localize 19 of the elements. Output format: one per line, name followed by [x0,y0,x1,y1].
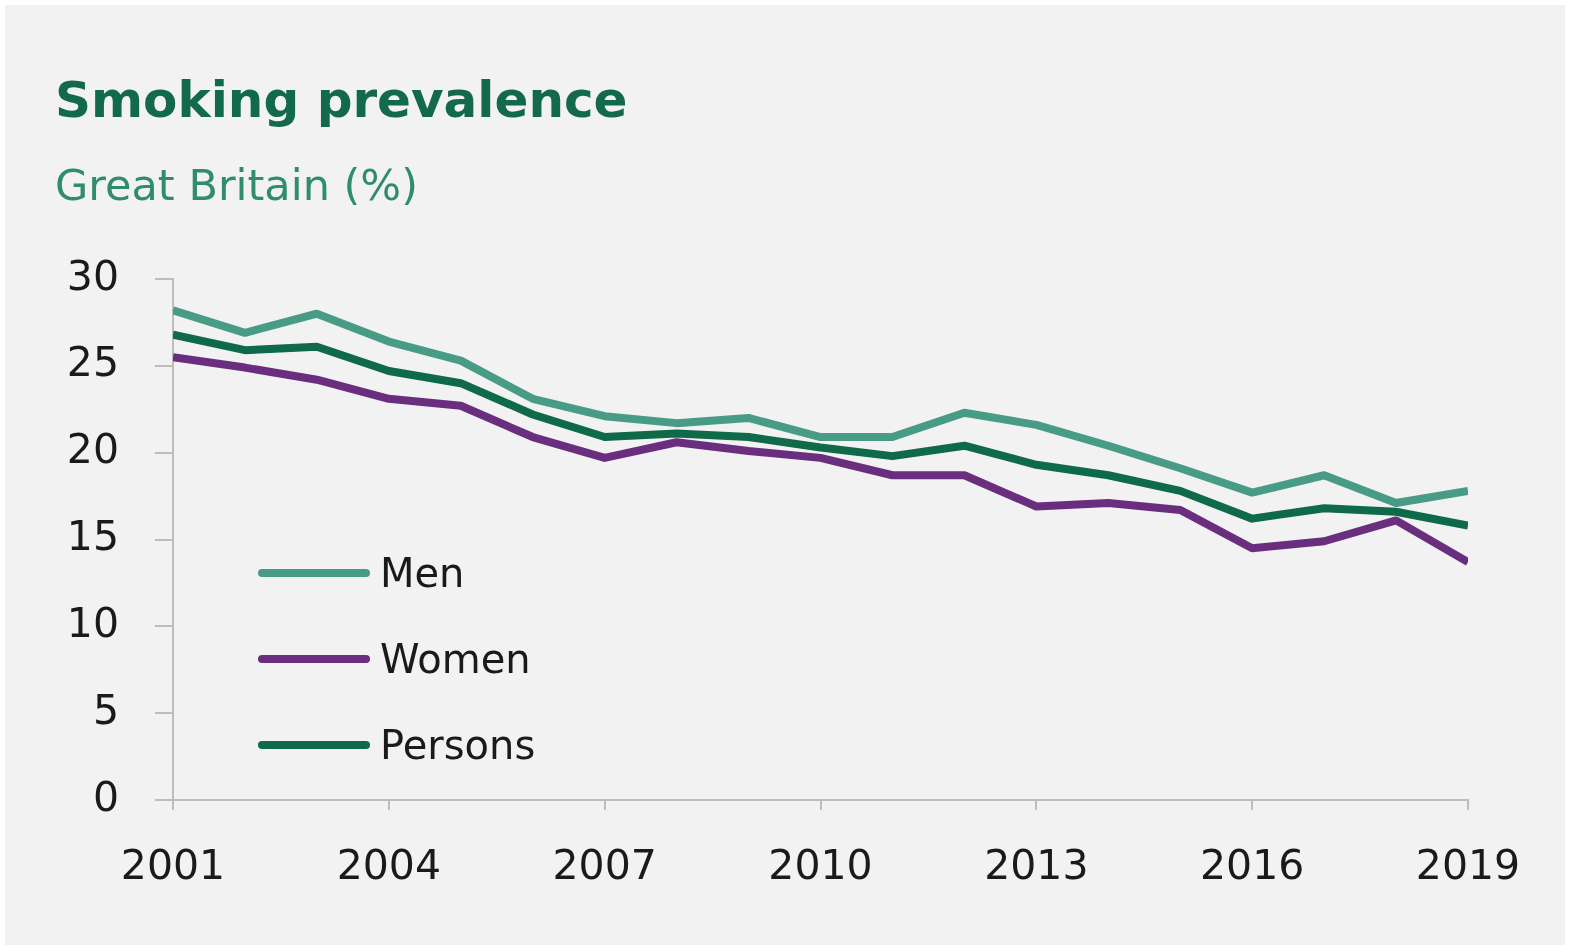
y-tick-label: 0 [92,772,119,821]
legend-label: Men [380,550,465,596]
x-tick-label: 2013 [984,841,1089,890]
x-tick-label: 2001 [120,841,226,890]
x-tick-label: 2010 [768,841,873,890]
chart-subtitle: Great Britain (%) [55,160,419,212]
x-tick-label: 2007 [552,841,657,890]
legend-label: Women [380,636,531,682]
x-tick-label: 2019 [1415,841,1521,890]
x-tick-label: 2016 [1199,841,1305,890]
y-tick-label: 5 [92,685,119,734]
y-tick-label: 20 [66,425,119,474]
y-tick-label: 15 [66,512,119,561]
y-tick-label: 25 [66,338,119,387]
legend-label: Persons [380,722,536,768]
y-tick-label: 30 [66,251,119,300]
y-tick-label: 10 [66,598,119,647]
x-tick-label: 2004 [336,841,442,890]
chart-title: Smoking prevalence [55,70,628,130]
